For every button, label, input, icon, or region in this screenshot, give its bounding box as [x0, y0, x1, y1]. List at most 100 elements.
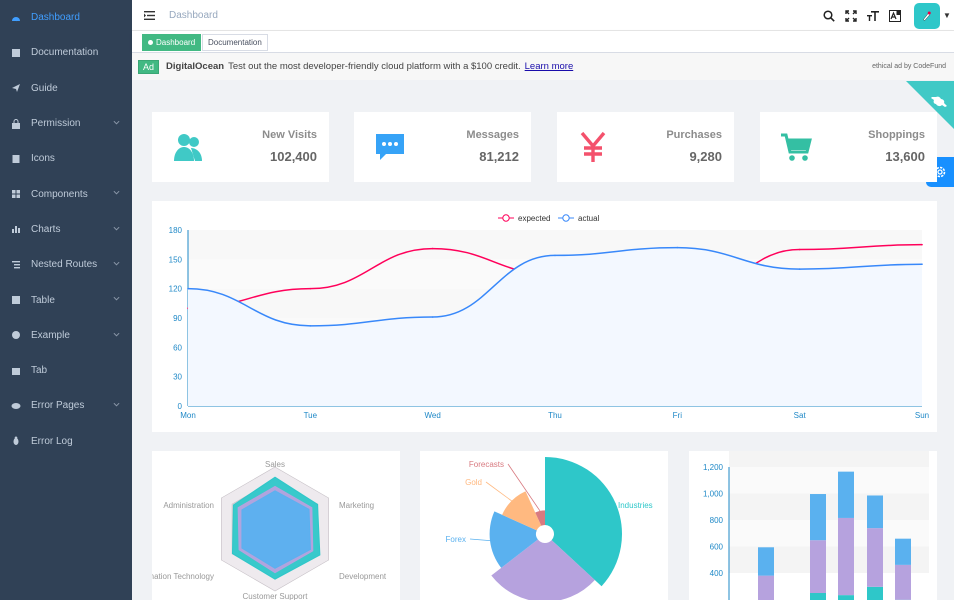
stat-card-new-visits[interactable]: New Visits 102,400 — [152, 112, 329, 182]
tag-label: Dashboard — [156, 38, 196, 47]
icons-icon — [12, 154, 20, 163]
bar-segment — [810, 593, 826, 600]
bar-segment — [867, 586, 883, 600]
nested-icon — [12, 260, 20, 269]
pie-label: Gold — [465, 478, 482, 487]
bar-segment — [867, 495, 883, 529]
legend-marker — [502, 214, 510, 222]
pie-slice — [545, 457, 622, 587]
sidebar-item-tab[interactable]: Tab — [0, 353, 132, 388]
bar-segment — [758, 575, 774, 600]
error-pages-icon — [11, 402, 21, 409]
card-value: 81,212 — [479, 149, 519, 164]
table-icon — [12, 296, 20, 305]
y-tick-label: 1,000 — [703, 490, 724, 499]
bar-segment — [838, 471, 854, 518]
main-area: Dashboard ▼ Dashboard Documentation Ad D… — [132, 0, 954, 600]
example-icon — [12, 331, 20, 340]
chevron-down-icon — [113, 226, 120, 231]
chevron-down-icon — [113, 191, 120, 196]
y-tick-label: 400 — [710, 569, 724, 578]
sidebar-item-error-log[interactable]: Error Log — [0, 424, 132, 459]
card-value: 102,400 — [270, 149, 317, 164]
shopping-icon — [781, 133, 812, 161]
y-tick-label: 600 — [710, 543, 724, 552]
bar-segment — [867, 528, 883, 587]
legend-label: expected — [518, 214, 550, 223]
bar-segment — [810, 494, 826, 541]
sidebar-item-components[interactable]: Components — [0, 176, 132, 211]
sidebar-item-label: Tab — [31, 365, 48, 377]
sidebar-item-dashboard[interactable]: Dashboard — [0, 0, 132, 35]
tag-dashboard[interactable]: Dashboard — [142, 34, 202, 51]
radar-indicator-label: Development — [339, 572, 387, 581]
actual-point — [921, 263, 923, 266]
sidebar-item-label: Dashboard — [31, 12, 80, 24]
grid-band — [188, 230, 922, 260]
sidebar-item-label: Permission — [31, 118, 81, 130]
x-tick-label: Sat — [794, 411, 807, 420]
sidebar-item-guide[interactable]: Guide — [0, 71, 132, 106]
y-tick-label: 800 — [710, 516, 724, 525]
search-icon[interactable] — [818, 0, 840, 31]
bug-icon — [13, 436, 19, 446]
chart-icon — [12, 226, 20, 234]
fullscreen-icon[interactable] — [840, 0, 862, 31]
avatar[interactable] — [914, 2, 940, 29]
x-tick-label: Thu — [548, 411, 562, 420]
font-size-icon[interactable] — [862, 0, 884, 31]
sidebar-item-documentation[interactable]: Documentation — [0, 35, 132, 70]
radar-indicator-label: Information Technology — [152, 572, 214, 581]
chevron-down-icon — [113, 332, 120, 337]
github-corner-icon[interactable] — [906, 81, 954, 129]
learn-more-link[interactable]: Learn more — [524, 61, 574, 72]
sidebar-item-label: Error Log — [31, 435, 73, 447]
translate-icon[interactable] — [884, 0, 906, 31]
stat-card-messages[interactable]: Messages 81,212 — [354, 112, 531, 182]
pie-slice — [502, 491, 542, 531]
sidebar-item-permission[interactable]: Permission — [0, 106, 132, 141]
radar-indicator-label: Sales — [265, 460, 285, 469]
caret-down-icon[interactable]: ▼ — [943, 11, 951, 20]
line-chart: 0 30 60 90 120 150 180 Mon Tue Wed Thu Fri Sat Sun exp… — [152, 201, 937, 432]
sidebar-item-charts[interactable]: Charts — [0, 212, 132, 247]
navbar: Dashboard ▼ — [132, 0, 954, 31]
breadcrumb[interactable]: Dashboard — [169, 10, 218, 21]
pie-label-line — [469, 538, 491, 542]
grid-band — [729, 467, 929, 494]
sidebar-item-icons[interactable]: Icons — [0, 141, 132, 176]
hamburger-icon[interactable] — [144, 10, 155, 21]
sidebar-item-label: Table — [31, 294, 55, 306]
ad-by[interactable]: ethical ad by CodeFund — [872, 63, 946, 70]
bar-segment — [810, 540, 826, 594]
sidebar-item-nested-routes[interactable]: Nested Routes — [0, 247, 132, 282]
tag-documentation[interactable]: Documentation — [202, 34, 268, 51]
expected-point — [798, 248, 801, 251]
ad-banner: Ad DigitalOcean Test out the most develo… — [132, 53, 954, 80]
sidebar-item-label: Components — [31, 188, 88, 200]
stat-card-shoppings[interactable]: Shoppings 13,600 — [760, 112, 937, 182]
chevron-down-icon — [113, 403, 120, 407]
ad-badge: Ad — [138, 59, 160, 74]
sidebar-item-label: Guide — [31, 82, 58, 94]
pie-label: Forecasts — [469, 460, 504, 469]
bar-segment — [838, 517, 854, 596]
y-tick-label: 90 — [173, 314, 182, 323]
stat-card-purchases[interactable]: Purchases 9,280 — [557, 112, 734, 182]
radar-indicator-label: Marketing — [339, 501, 374, 510]
y-tick-label: 120 — [169, 285, 183, 294]
lock-icon — [12, 118, 20, 129]
pie-chart-panel: IndustriesTechnologyForexGoldForecasts — [420, 451, 668, 600]
tab-icon — [12, 367, 20, 375]
bar-segment — [838, 595, 854, 600]
sidebar-item-example[interactable]: Example — [0, 318, 132, 353]
y-tick-label: 60 — [173, 343, 182, 352]
sidebar-item-table[interactable]: Table — [0, 282, 132, 317]
pie-slice — [491, 539, 595, 600]
ad-brand[interactable]: DigitalOcean — [166, 61, 225, 72]
actual-point — [431, 316, 434, 318]
pie-slice — [489, 511, 538, 568]
legend-marker — [562, 214, 570, 222]
sidebar-item-error-pages[interactable]: Error Pages — [0, 388, 132, 423]
card-value: 13,600 — [885, 149, 925, 164]
